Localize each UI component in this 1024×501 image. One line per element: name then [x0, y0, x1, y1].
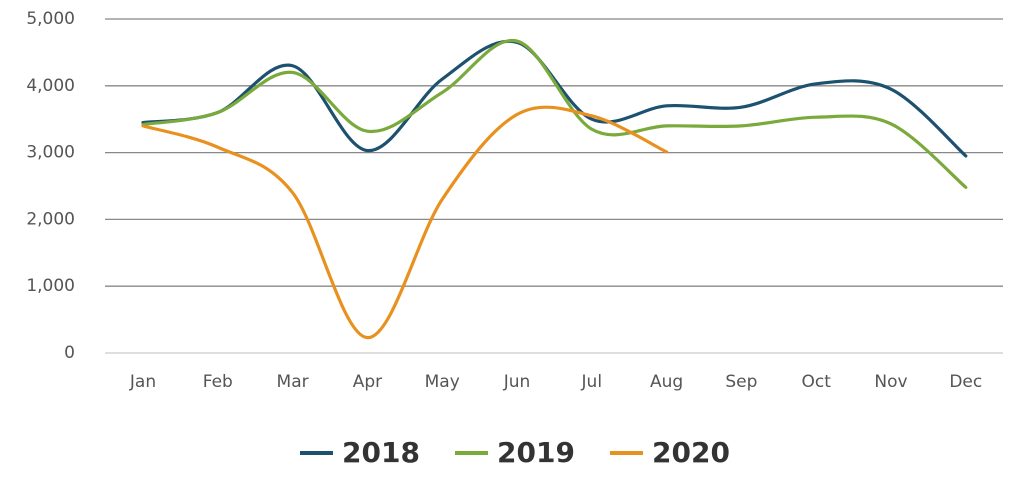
legend-label: 2020 [652, 436, 730, 469]
x-tick-label: Jan [129, 372, 156, 392]
x-tick-label: Aug [650, 372, 683, 392]
legend-label: 2018 [342, 436, 420, 469]
x-tick-label: Jun [503, 372, 531, 392]
x-tick-label: Jul [581, 372, 603, 392]
series-line [141, 38, 968, 189]
x-tick-label: Oct [801, 372, 831, 392]
x-tick-label: May [425, 372, 460, 392]
y-tick-label: 1,000 [26, 276, 75, 296]
x-tick-label: Nov [874, 372, 907, 392]
y-tick-label: 4,000 [26, 76, 75, 96]
y-tick-label: 3,000 [26, 143, 75, 163]
x-tick-label: Apr [353, 372, 382, 392]
x-tick-label: Dec [949, 372, 982, 392]
x-tick-label: Sep [725, 372, 757, 392]
x-tick-label: Mar [277, 372, 309, 392]
x-tick-label: Feb [203, 372, 233, 392]
y-tick-label: 5,000 [26, 9, 75, 29]
series-line [141, 105, 669, 340]
legend-label: 2019 [497, 436, 575, 469]
y-tick-label: 2,000 [26, 209, 75, 229]
y-tick-label: 0 [64, 343, 75, 363]
series-line [141, 39, 968, 158]
